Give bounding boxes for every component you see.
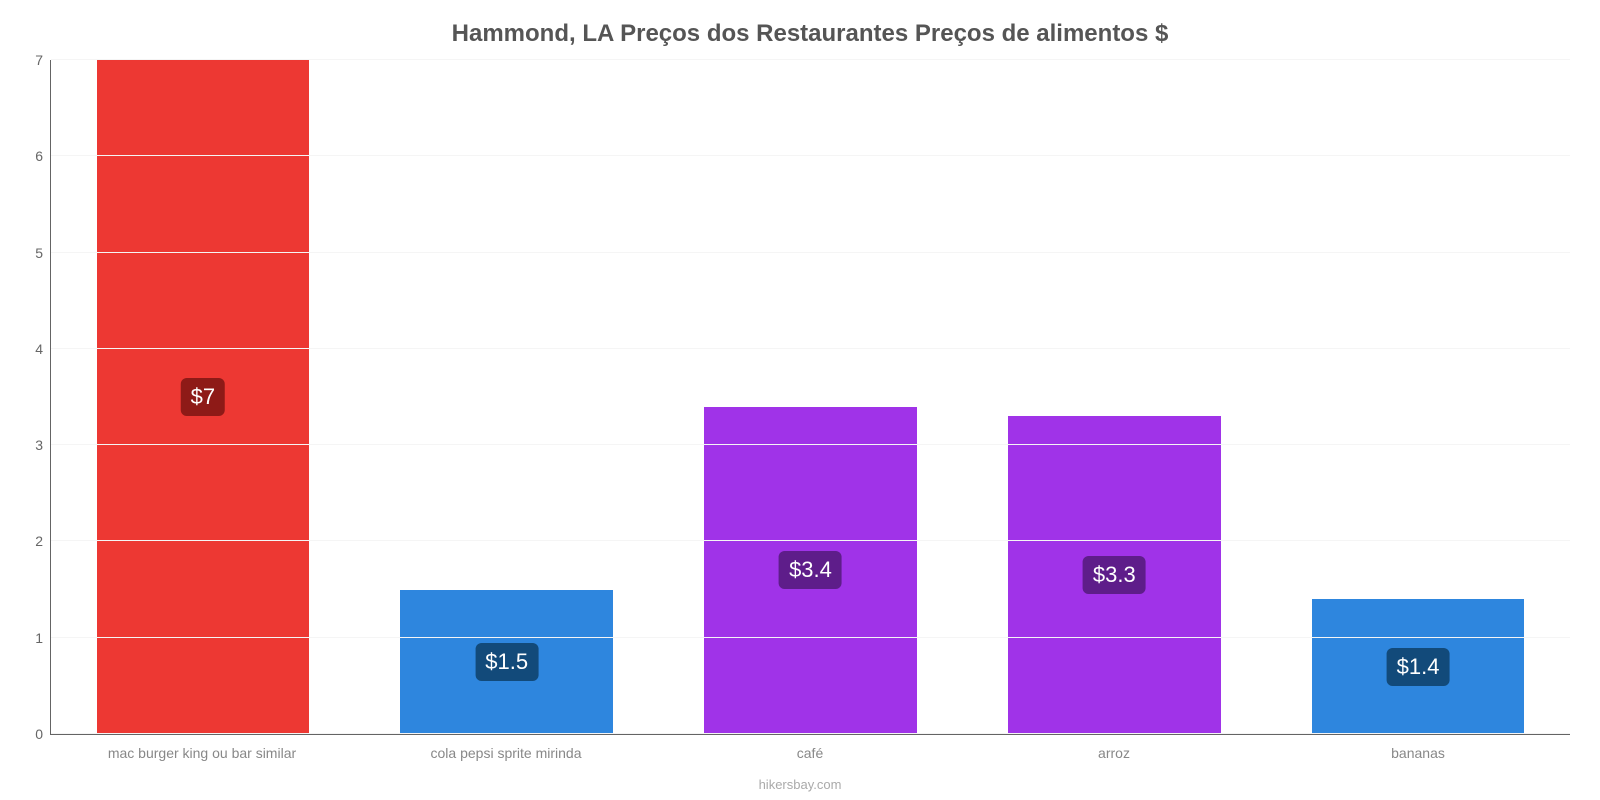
y-tick-label: 1 bbox=[35, 630, 51, 646]
x-tick-label: mac burger king ou bar similar bbox=[50, 735, 354, 761]
gridline bbox=[51, 59, 1570, 60]
bar-slot: $3.3 bbox=[962, 60, 1266, 734]
bar-value-label: $3.3 bbox=[1083, 556, 1146, 594]
bar-slot: $3.4 bbox=[659, 60, 963, 734]
x-tick-label: arroz bbox=[962, 735, 1266, 761]
y-tick-label: 7 bbox=[35, 52, 51, 68]
price-chart: Hammond, LA Preços dos Restaurantes Preç… bbox=[0, 0, 1600, 800]
bar: $7 bbox=[97, 60, 310, 734]
chart-title: Hammond, LA Preços dos Restaurantes Preç… bbox=[50, 10, 1570, 60]
bar-slot: $1.5 bbox=[355, 60, 659, 734]
bar-slot: $7 bbox=[51, 60, 355, 734]
bar-value-label: $1.5 bbox=[475, 643, 538, 681]
y-tick-label: 5 bbox=[35, 245, 51, 261]
bar-slot: $1.4 bbox=[1266, 60, 1570, 734]
y-tick-label: 6 bbox=[35, 148, 51, 164]
y-tick-label: 3 bbox=[35, 437, 51, 453]
y-tick-label: 2 bbox=[35, 533, 51, 549]
y-tick-label: 0 bbox=[35, 726, 51, 742]
gridline bbox=[51, 444, 1570, 445]
gridline bbox=[51, 540, 1570, 541]
x-axis-labels: mac burger king ou bar similarcola pepsi… bbox=[50, 735, 1570, 761]
bar: $3.4 bbox=[704, 407, 917, 734]
x-tick-label: bananas bbox=[1266, 735, 1570, 761]
plot-area: $7$1.5$3.4$3.3$1.4 01234567 bbox=[50, 60, 1570, 735]
gridline bbox=[51, 155, 1570, 156]
y-tick-label: 4 bbox=[35, 341, 51, 357]
gridline bbox=[51, 252, 1570, 253]
bar: $3.3 bbox=[1008, 416, 1221, 734]
source-attribution: hikersbay.com bbox=[0, 777, 1600, 792]
bar: $1.4 bbox=[1312, 599, 1525, 734]
x-tick-label: cola pepsi sprite mirinda bbox=[354, 735, 658, 761]
gridline bbox=[51, 733, 1570, 734]
bar-value-label: $7 bbox=[181, 378, 225, 416]
x-tick-label: café bbox=[658, 735, 962, 761]
bar-value-label: $3.4 bbox=[779, 551, 842, 589]
gridline bbox=[51, 348, 1570, 349]
bar-value-label: $1.4 bbox=[1387, 648, 1450, 686]
gridline bbox=[51, 637, 1570, 638]
bar: $1.5 bbox=[400, 590, 613, 734]
bars-row: $7 $1.5 $3.4 $3.3 $1.4 bbox=[51, 60, 1570, 734]
